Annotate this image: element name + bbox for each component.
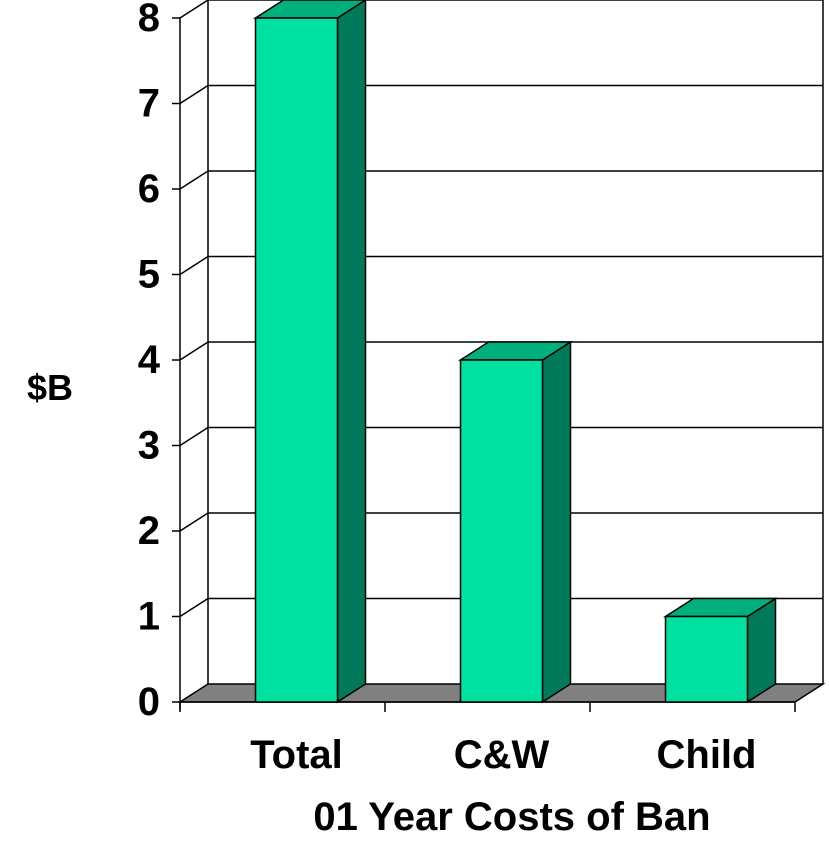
gridline-side xyxy=(179,84,209,105)
y-tick-label: 1 xyxy=(138,595,160,639)
label-layer: $B 01 Year Costs of Ban 0 1 2 3 4 5 6 7 8 Total C&… xyxy=(27,0,757,839)
gridline-side xyxy=(179,426,209,447)
x-category-label: C&W xyxy=(454,733,550,777)
gridline-side xyxy=(179,170,209,190)
gridline-side xyxy=(179,597,209,618)
bar xyxy=(664,615,749,703)
y-tick-label: 0 xyxy=(138,680,160,724)
y-tick-label: 6 xyxy=(138,167,160,211)
y-tick-label: 2 xyxy=(138,509,160,553)
y-tick-label: 3 xyxy=(138,424,160,468)
bar-side xyxy=(541,340,572,704)
gridline-side xyxy=(179,0,209,19)
bar-layer xyxy=(252,0,779,704)
bar xyxy=(254,17,339,703)
y-tick-label: 8 xyxy=(138,0,160,40)
gridline-side xyxy=(179,255,209,276)
x-category-label: Child xyxy=(657,733,757,777)
y-axis-label: $B xyxy=(27,367,73,408)
x-category-label: Total xyxy=(250,733,343,777)
x-axis-label: 01 Year Costs of Ban xyxy=(313,795,710,839)
y-tick-label: 7 xyxy=(138,82,160,126)
bar xyxy=(459,359,544,703)
gridline-side xyxy=(179,512,209,532)
y-tick-label: 4 xyxy=(138,338,161,382)
gridline-side xyxy=(179,341,209,361)
y-tick-label: 5 xyxy=(138,253,160,297)
bar-side xyxy=(336,0,367,704)
